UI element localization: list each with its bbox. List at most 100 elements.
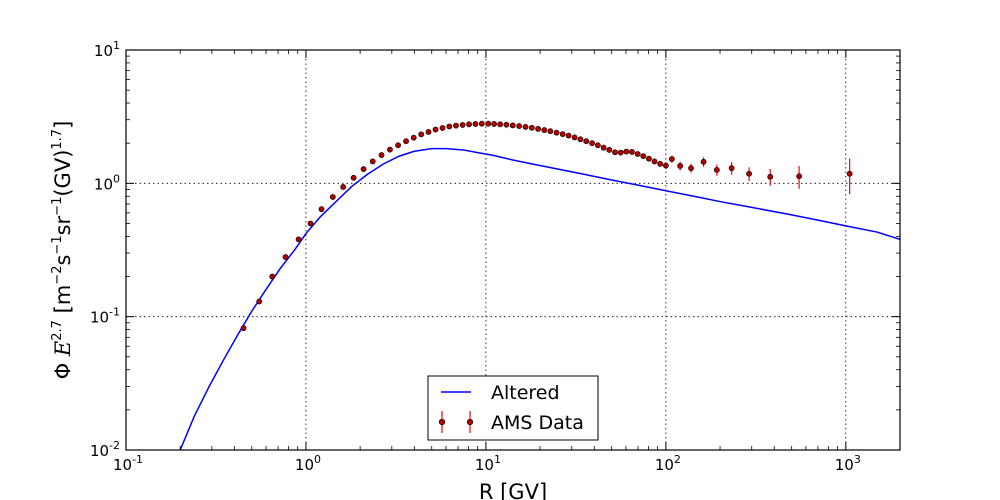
y-axis-label-open: [m xyxy=(51,285,75,314)
legend-swatch-ams-data xyxy=(438,411,474,433)
ams-data-point xyxy=(295,236,302,243)
y-tick-label: 100 xyxy=(94,172,120,193)
ams-data-point xyxy=(583,138,590,145)
ams-data-point xyxy=(535,126,542,132)
series-line-altered xyxy=(179,147,900,450)
y-axis-label-gv: (GV) xyxy=(51,150,75,197)
y-axis-label-sr-exponent: −1 xyxy=(50,197,65,216)
y-axis-label-sr: sr xyxy=(51,215,75,235)
series-layer xyxy=(179,120,900,450)
ams-data-point xyxy=(746,170,752,177)
y-tick-label: 101 xyxy=(94,39,120,60)
x-tick-label: 10-1 xyxy=(113,453,143,474)
ams-data-point xyxy=(796,173,803,180)
ams-data-point xyxy=(446,123,453,130)
ams-data-point xyxy=(700,158,707,165)
ams-data-point xyxy=(378,152,385,158)
ams-data-point xyxy=(634,151,641,157)
ams-data-point xyxy=(432,126,439,133)
ams-data-point xyxy=(439,125,446,131)
ams-data-point xyxy=(600,144,607,151)
legend-frame xyxy=(427,375,599,441)
ams-data-point xyxy=(282,254,289,260)
ams-data-point xyxy=(565,132,572,139)
ams-data-point xyxy=(453,122,459,129)
ams-data-point xyxy=(594,142,601,149)
ams-data-point xyxy=(485,120,492,127)
ams-data-point xyxy=(662,162,669,169)
ams-data-point xyxy=(651,158,658,165)
ams-data-point xyxy=(528,124,535,131)
legend-label-ams-data: AMS Data xyxy=(491,412,584,434)
y-axis-label-phi: Φ xyxy=(51,363,75,380)
x-tick-label: 101 xyxy=(475,453,501,474)
ams-data-point xyxy=(547,128,554,135)
ams-data-point xyxy=(640,153,647,160)
ams-data-point xyxy=(623,148,630,155)
y-axis-label-close: ] xyxy=(51,121,75,129)
ams-data-point xyxy=(269,273,276,280)
y-axis-label-e-exponent: 2.7 xyxy=(50,320,65,341)
legend-label-altered: Altered xyxy=(491,382,560,404)
y-axis-label-s: s xyxy=(51,255,75,266)
ams-data-point xyxy=(240,325,247,332)
axis-ticks xyxy=(125,49,901,451)
ams-data-point xyxy=(472,121,479,127)
y-tick-label: 10-1 xyxy=(90,306,120,327)
ams-data-point xyxy=(360,166,367,172)
ams-data-point xyxy=(425,129,432,135)
ams-data-point xyxy=(403,138,409,145)
ams-data-point xyxy=(577,136,584,143)
ams-data-point xyxy=(395,142,401,149)
ams-data-point xyxy=(516,123,523,129)
y-axis-label-s-exponent: −1 xyxy=(50,235,65,254)
x-tick-label: 102 xyxy=(655,453,681,474)
ams-data-point xyxy=(459,122,466,128)
y-axis-label-e: E xyxy=(51,341,75,357)
ams-data-point xyxy=(387,146,393,153)
ams-data-point xyxy=(553,129,560,136)
ams-data-point xyxy=(340,184,347,190)
x-tick-label: 103 xyxy=(835,453,861,474)
ams-data-point xyxy=(497,121,504,128)
ams-data-point xyxy=(318,206,325,213)
ams-data-point xyxy=(478,120,485,127)
ams-data-point xyxy=(369,158,376,165)
ams-data-point xyxy=(606,147,613,153)
ams-data-point xyxy=(646,155,652,162)
ams-data-point xyxy=(522,124,529,130)
ams-data-point xyxy=(503,121,510,128)
ams-data-point xyxy=(350,174,357,181)
ams-data-point xyxy=(767,173,774,180)
ams-data-point xyxy=(657,160,664,167)
ams-data-point xyxy=(713,167,720,173)
ams-data-point xyxy=(307,220,314,227)
plot-area-frame xyxy=(125,49,901,451)
ams-data-point xyxy=(410,134,417,141)
ams-data-point xyxy=(728,165,735,172)
ams-data-point xyxy=(617,149,624,156)
y-axis-label: Φ E2.7 [m−2s−1sr−1(GV)1.7] xyxy=(50,121,75,380)
ams-data-point xyxy=(668,156,675,162)
ams-data-point xyxy=(509,122,516,129)
ams-data-point xyxy=(589,140,595,147)
y-tick-label: 10-2 xyxy=(90,439,120,460)
ams-data-point xyxy=(559,131,566,138)
ams-data-point xyxy=(466,121,472,128)
legend: Altered AMS Data xyxy=(427,375,599,441)
ams-data-point xyxy=(256,298,263,305)
ams-data-point xyxy=(491,121,497,127)
ams-data-point xyxy=(629,149,635,155)
ams-data-point xyxy=(677,163,684,169)
x-tick-label: 100 xyxy=(295,453,321,474)
y-axis-label-gv-exponent: 1.7 xyxy=(50,129,65,150)
ams-data-point xyxy=(541,127,548,133)
ams-data-point xyxy=(846,170,853,177)
ams-data-point xyxy=(571,134,578,141)
series-ams-data-points xyxy=(240,120,853,332)
ams-data-point xyxy=(612,149,618,156)
x-axis-label: R [GV] xyxy=(479,480,547,500)
ams-data-point xyxy=(329,194,336,200)
